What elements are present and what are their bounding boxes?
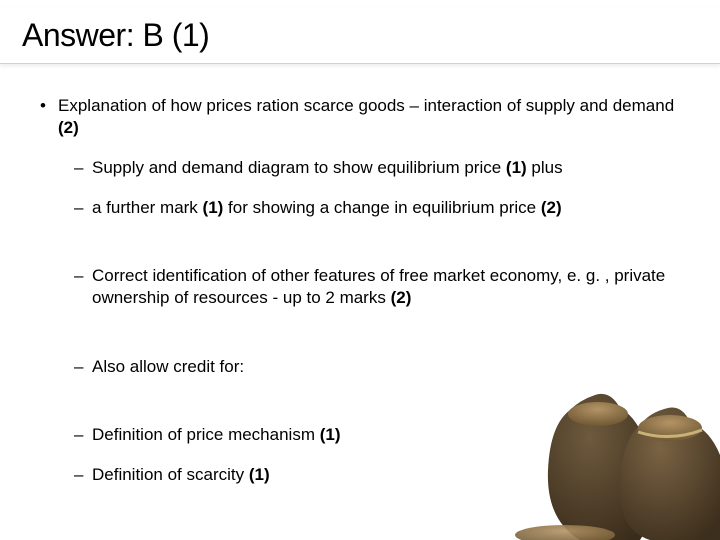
bullet-dot-icon: •: [40, 95, 58, 139]
sub-bullet-3-text: Correct identification of other features…: [92, 265, 690, 309]
text-fragment: for showing a change in equilibrium pric…: [223, 198, 541, 217]
mark-value: (2): [391, 288, 412, 307]
text-fragment: plus: [527, 158, 563, 177]
sub-bullet-6-text: Definition of scarcity (1): [92, 464, 270, 486]
sub-bullet-3: – Correct identification of other featur…: [74, 265, 690, 309]
dash-icon: –: [74, 424, 92, 446]
dash-icon: –: [74, 356, 92, 378]
mark-value: (1): [203, 198, 224, 217]
slide: Answer: B (1) • Explanation of how price…: [0, 0, 720, 540]
bullet-main-text: Explanation of how prices ration scarce …: [58, 95, 690, 139]
mark-value: (1): [320, 425, 341, 444]
text-fragment: Definition of price mechanism: [92, 425, 320, 444]
text-fragment: Definition of scarcity: [92, 465, 249, 484]
mark-value: (1): [506, 158, 527, 177]
text-fragment: Supply and demand diagram to show equili…: [92, 158, 506, 177]
bullet-main: • Explanation of how prices ration scarc…: [40, 95, 690, 139]
dash-icon: –: [74, 464, 92, 486]
sub-bullet-1: – Supply and demand diagram to show equi…: [74, 157, 690, 179]
mark-value: (2): [541, 198, 562, 217]
text-fragment: Explanation of how prices ration scarce …: [58, 96, 674, 115]
sub-bullet-5-text: Definition of price mechanism (1): [92, 424, 341, 446]
text-fragment: a further mark: [92, 198, 203, 217]
mark-value: (1): [249, 465, 270, 484]
sub-bullet-2-text: a further mark (1) for showing a change …: [92, 197, 562, 219]
dash-icon: –: [74, 157, 92, 179]
dash-icon: –: [74, 197, 92, 219]
sub-bullet-4-text: Also allow credit for:: [92, 356, 244, 378]
sub-bullet-5: – Definition of price mechanism (1): [74, 424, 690, 446]
slide-title: Answer: B (1): [22, 17, 209, 54]
title-band: Answer: B (1): [0, 8, 720, 64]
sub-bullet-2: – a further mark (1) for showing a chang…: [74, 197, 690, 219]
sub-bullet-1-text: Supply and demand diagram to show equili…: [92, 157, 563, 179]
dash-icon: –: [74, 265, 92, 309]
sub-bullet-6: – Definition of scarcity (1): [74, 464, 690, 486]
mark-value: (2): [58, 118, 79, 137]
slide-body: • Explanation of how prices ration scarc…: [40, 95, 690, 530]
text-fragment: Correct identification of other features…: [92, 266, 665, 307]
sub-bullet-4: – Also allow credit for:: [74, 356, 690, 378]
